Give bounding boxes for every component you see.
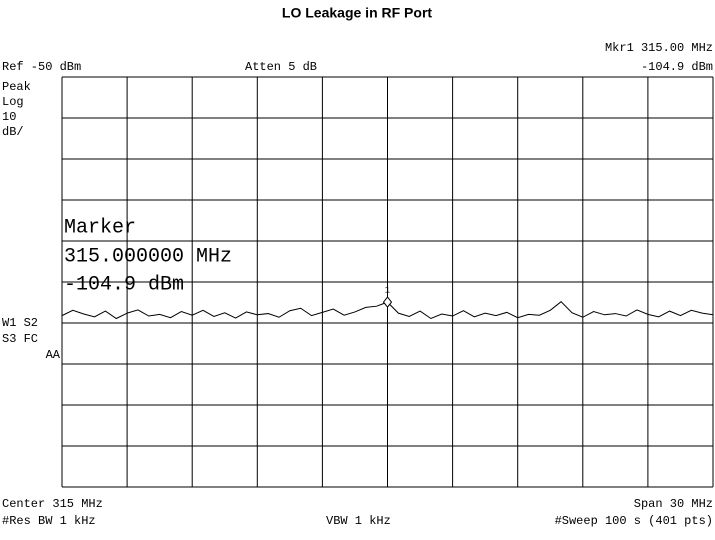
trace-label: S3 FC bbox=[2, 332, 38, 346]
marker-box-text: Marker bbox=[64, 216, 136, 239]
chart-title: LO Leakage in RF Port bbox=[282, 5, 432, 21]
marker-box-text: 315.000000 MHz bbox=[64, 245, 232, 268]
vbw: VBW 1 kHz bbox=[326, 514, 391, 528]
scale-label: dB/ bbox=[2, 125, 24, 139]
marker-point bbox=[382, 296, 393, 308]
marker-box-text: -104.9 dBm bbox=[64, 273, 184, 296]
span: Span 30 MHz bbox=[634, 497, 713, 511]
marker-readout: -104.9 dBm bbox=[641, 60, 713, 74]
ref-level: Ref -50 dBm bbox=[2, 60, 81, 74]
res-bw: #Res BW 1 kHz bbox=[2, 514, 96, 528]
marker-label: 1 bbox=[385, 285, 390, 295]
trace-label: W1 S2 bbox=[2, 316, 38, 330]
trace-label: AA bbox=[46, 348, 61, 362]
sweep: #Sweep 100 s (401 pts) bbox=[555, 514, 713, 528]
scale-label: Peak bbox=[2, 80, 31, 94]
scale-label: 10 bbox=[2, 110, 16, 124]
marker-header: Mkr1 315.00 MHz bbox=[605, 41, 713, 55]
center-frequency: Center 315 MHz bbox=[2, 497, 103, 511]
scale-label: Log bbox=[2, 95, 24, 109]
attenuation: Atten 5 dB bbox=[245, 60, 317, 74]
